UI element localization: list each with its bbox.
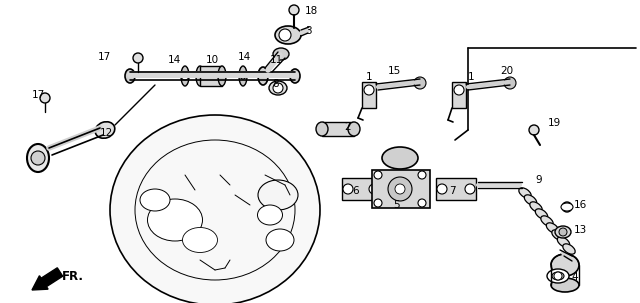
Text: 15: 15 xyxy=(388,66,401,76)
Circle shape xyxy=(31,151,45,165)
Ellipse shape xyxy=(110,115,320,303)
Ellipse shape xyxy=(147,199,202,241)
Ellipse shape xyxy=(547,269,569,283)
Ellipse shape xyxy=(182,228,218,252)
Text: 8: 8 xyxy=(272,79,278,89)
Circle shape xyxy=(364,85,374,95)
Text: 6: 6 xyxy=(352,186,358,196)
Circle shape xyxy=(465,184,475,194)
Circle shape xyxy=(504,77,516,89)
FancyArrow shape xyxy=(32,268,63,290)
Circle shape xyxy=(40,93,50,103)
Ellipse shape xyxy=(524,195,537,205)
Bar xyxy=(322,122,354,136)
Text: 4: 4 xyxy=(571,272,578,282)
Text: 18: 18 xyxy=(305,6,318,16)
Ellipse shape xyxy=(218,66,226,86)
Circle shape xyxy=(554,272,562,280)
Circle shape xyxy=(343,184,353,194)
Circle shape xyxy=(562,202,572,212)
Text: 1: 1 xyxy=(468,72,475,82)
Circle shape xyxy=(133,53,143,63)
Circle shape xyxy=(374,199,382,207)
Circle shape xyxy=(529,125,539,135)
Ellipse shape xyxy=(181,66,189,86)
Ellipse shape xyxy=(239,66,247,86)
Text: 19: 19 xyxy=(548,118,561,128)
Ellipse shape xyxy=(140,189,170,211)
Ellipse shape xyxy=(552,272,564,280)
Ellipse shape xyxy=(135,140,295,280)
Text: 1: 1 xyxy=(366,72,372,82)
Circle shape xyxy=(279,29,291,41)
Ellipse shape xyxy=(555,226,571,238)
Ellipse shape xyxy=(257,205,282,225)
Ellipse shape xyxy=(125,69,135,83)
Ellipse shape xyxy=(27,144,49,172)
Ellipse shape xyxy=(258,180,298,210)
Text: 12: 12 xyxy=(100,128,113,138)
Circle shape xyxy=(559,228,567,236)
Text: 13: 13 xyxy=(574,225,588,235)
Ellipse shape xyxy=(541,216,553,226)
Ellipse shape xyxy=(258,67,268,85)
Circle shape xyxy=(388,177,412,201)
Circle shape xyxy=(418,171,426,179)
Text: 16: 16 xyxy=(574,200,588,210)
Circle shape xyxy=(240,73,246,79)
Bar xyxy=(452,82,466,108)
Text: 20: 20 xyxy=(500,66,513,76)
Text: 5: 5 xyxy=(393,200,399,210)
Ellipse shape xyxy=(273,48,289,60)
Circle shape xyxy=(414,77,426,89)
Text: 17: 17 xyxy=(98,52,111,62)
Bar xyxy=(362,82,376,108)
Text: 2: 2 xyxy=(344,122,351,132)
Ellipse shape xyxy=(530,202,542,212)
Circle shape xyxy=(374,171,382,179)
Ellipse shape xyxy=(563,244,575,254)
Text: 7: 7 xyxy=(449,186,456,196)
Text: 3: 3 xyxy=(305,26,312,36)
Circle shape xyxy=(418,199,426,207)
Ellipse shape xyxy=(561,203,573,211)
Circle shape xyxy=(273,83,283,93)
Ellipse shape xyxy=(196,66,204,86)
Ellipse shape xyxy=(552,230,564,240)
Ellipse shape xyxy=(290,69,300,83)
Ellipse shape xyxy=(551,254,579,276)
Bar xyxy=(342,178,380,200)
Ellipse shape xyxy=(519,188,531,198)
Circle shape xyxy=(395,184,405,194)
Text: 9: 9 xyxy=(535,175,541,185)
Text: 14: 14 xyxy=(168,55,181,65)
Bar xyxy=(436,178,476,200)
Circle shape xyxy=(369,184,379,194)
Ellipse shape xyxy=(547,223,559,233)
Ellipse shape xyxy=(557,237,570,247)
Ellipse shape xyxy=(269,81,287,95)
Ellipse shape xyxy=(266,229,294,251)
Circle shape xyxy=(437,184,447,194)
Ellipse shape xyxy=(95,122,115,138)
Ellipse shape xyxy=(535,209,548,219)
Ellipse shape xyxy=(275,26,301,44)
Text: 10: 10 xyxy=(206,55,219,65)
Bar xyxy=(200,66,222,86)
Ellipse shape xyxy=(382,147,418,169)
Circle shape xyxy=(454,85,464,95)
Text: 11: 11 xyxy=(270,55,284,65)
Bar xyxy=(372,170,430,208)
Circle shape xyxy=(289,5,299,15)
Ellipse shape xyxy=(551,278,579,292)
Text: 17: 17 xyxy=(32,90,45,100)
Circle shape xyxy=(181,72,189,80)
Ellipse shape xyxy=(316,122,328,136)
Ellipse shape xyxy=(348,122,360,136)
Text: FR.: FR. xyxy=(62,270,84,283)
Text: 14: 14 xyxy=(238,52,252,62)
